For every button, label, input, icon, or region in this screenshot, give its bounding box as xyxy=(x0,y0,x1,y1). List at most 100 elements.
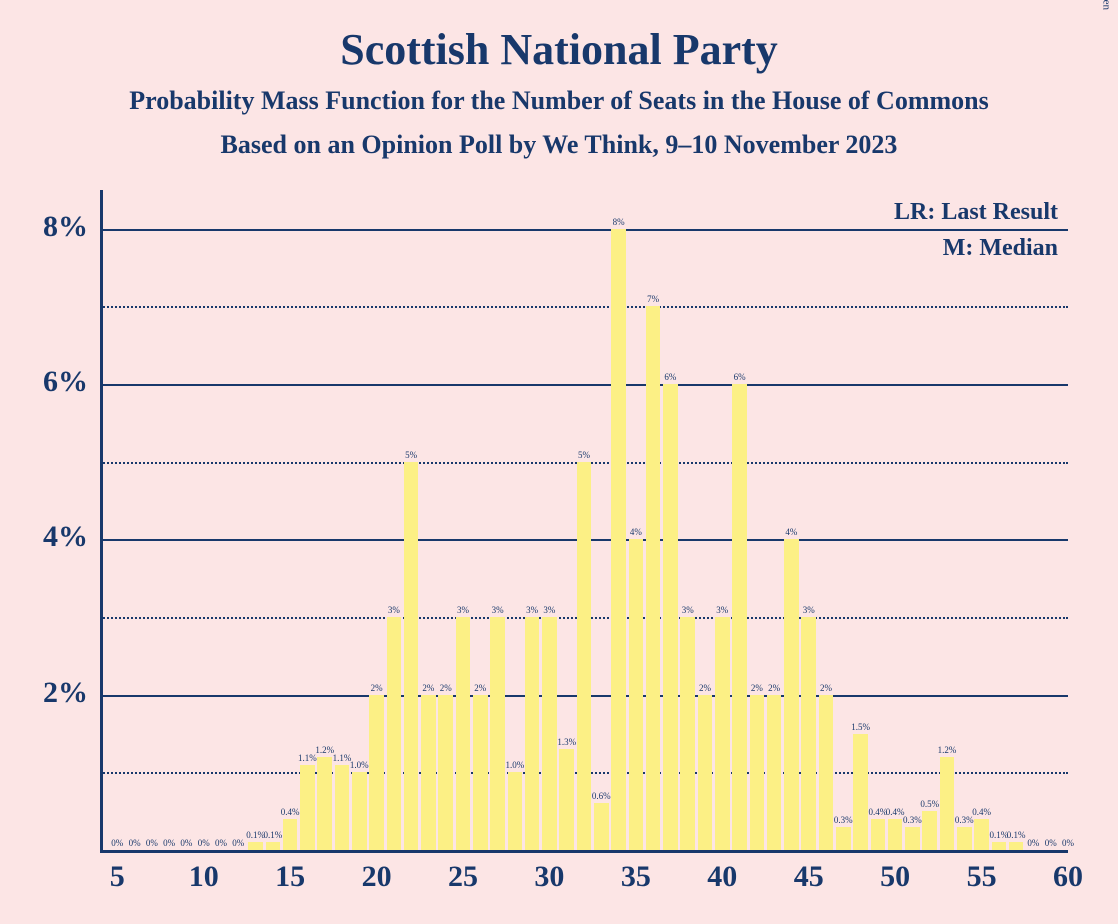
bar xyxy=(542,617,557,850)
legend-last-result: LR: Last Result xyxy=(894,199,1058,226)
x-axis-tick-label: 40 xyxy=(692,860,752,894)
x-axis-line xyxy=(100,850,1068,853)
bar-value-label: 2% xyxy=(820,683,832,693)
bar xyxy=(853,734,868,850)
bar xyxy=(801,617,816,850)
bar xyxy=(922,811,937,850)
y-axis-tick-label: 8% xyxy=(0,210,88,244)
x-axis-tick-label: 30 xyxy=(519,860,579,894)
bar-value-label: 0.4% xyxy=(972,807,991,817)
bar-value-label: 0% xyxy=(215,838,227,848)
gridline-major xyxy=(100,229,1068,231)
chart-subtitle-2: Based on an Opinion Poll by We Think, 9–… xyxy=(0,130,1118,160)
bar-value-label: 0.1% xyxy=(246,830,265,840)
bar-value-label: 3% xyxy=(457,605,469,615)
y-axis-tick-label: 6% xyxy=(0,365,88,399)
bar xyxy=(387,617,402,850)
x-axis-tick-label: 25 xyxy=(433,860,493,894)
bar xyxy=(663,384,678,850)
bar-value-label: 4% xyxy=(785,527,797,537)
bar xyxy=(421,695,436,850)
bar xyxy=(680,617,695,850)
bar xyxy=(352,772,367,850)
bar xyxy=(283,819,298,850)
bar xyxy=(525,617,540,850)
bar-value-label: 2% xyxy=(699,683,711,693)
bar xyxy=(508,772,523,850)
legend-median: M: Median xyxy=(943,235,1058,262)
bar xyxy=(404,462,419,850)
x-axis-tick-label: 45 xyxy=(779,860,839,894)
bar-value-label: 1.2% xyxy=(315,745,334,755)
bar-value-label: 0% xyxy=(111,838,123,848)
bar-value-label: 0% xyxy=(198,838,210,848)
bar-value-label: 0.3% xyxy=(903,815,922,825)
bar xyxy=(611,229,626,850)
copyright-text: © 2023 Filip van Laenen xyxy=(1100,0,1112,10)
bar-value-label: 3% xyxy=(716,605,728,615)
x-axis-tick-label: 5 xyxy=(87,860,147,894)
bar xyxy=(629,539,644,850)
bar xyxy=(335,765,350,850)
chart-container: © 2023 Filip van Laenen Scottish Nationa… xyxy=(0,0,1118,924)
bar xyxy=(559,749,574,850)
bar xyxy=(888,819,903,850)
bar-value-label: 0.5% xyxy=(920,799,939,809)
bar-value-label: 0% xyxy=(232,838,244,848)
bar xyxy=(438,695,453,850)
bar-value-label: 1.0% xyxy=(350,760,369,770)
bar-value-label: 1.0% xyxy=(505,760,524,770)
bar-value-label: 2% xyxy=(440,683,452,693)
bar-value-label: 2% xyxy=(474,683,486,693)
x-axis-tick-label: 35 xyxy=(606,860,666,894)
bar-value-label: 1.2% xyxy=(938,745,957,755)
bar-value-label: 2% xyxy=(751,683,763,693)
bar xyxy=(784,539,799,850)
bar-value-label: 1.3% xyxy=(557,737,576,747)
bar-value-label: 0% xyxy=(146,838,158,848)
x-axis-tick-label: 10 xyxy=(174,860,234,894)
x-axis-tick-label: 15 xyxy=(260,860,320,894)
bar xyxy=(836,827,851,850)
bar-value-label: 0.3% xyxy=(955,815,974,825)
bar-value-label: 8% xyxy=(613,217,625,227)
bar-value-label: 1.5% xyxy=(851,722,870,732)
bar-value-label: 3% xyxy=(803,605,815,615)
x-axis-tick-label: 20 xyxy=(347,860,407,894)
bar xyxy=(473,695,488,850)
bar-value-label: 3% xyxy=(388,605,400,615)
chart-subtitle-1: Probability Mass Function for the Number… xyxy=(0,86,1118,116)
bar xyxy=(1009,842,1024,850)
bar-value-label: 0% xyxy=(163,838,175,848)
bar-value-label: 0.4% xyxy=(886,807,905,817)
bar xyxy=(577,462,592,850)
bar xyxy=(750,695,765,850)
bar-value-label: 2% xyxy=(371,683,383,693)
bar-value-label: 5% xyxy=(578,450,590,460)
bar xyxy=(732,384,747,850)
bar xyxy=(594,803,609,850)
bar xyxy=(715,617,730,850)
bar-value-label: 0.1% xyxy=(263,830,282,840)
bar xyxy=(300,765,315,850)
bar-value-label: 6% xyxy=(734,372,746,382)
bar xyxy=(957,827,972,850)
x-axis-tick-label: 60 xyxy=(1038,860,1098,894)
bar-value-label: 0.1% xyxy=(1007,830,1026,840)
bar-value-label: 0% xyxy=(129,838,141,848)
bar xyxy=(992,842,1007,850)
bar xyxy=(871,819,886,850)
bar-value-label: 6% xyxy=(664,372,676,382)
bar-value-label: 1.1% xyxy=(298,753,317,763)
gridline-minor xyxy=(100,306,1068,308)
bar-value-label: 1.1% xyxy=(333,753,352,763)
bar xyxy=(490,617,505,850)
bar-value-label: 3% xyxy=(682,605,694,615)
bar-value-label: 0% xyxy=(180,838,192,848)
bar-value-label: 2% xyxy=(768,683,780,693)
bar-value-label: 0.1% xyxy=(989,830,1008,840)
bar-value-label: 3% xyxy=(543,605,555,615)
chart-title: Scottish National Party xyxy=(0,24,1118,75)
bar xyxy=(369,695,384,850)
x-axis-tick-label: 55 xyxy=(952,860,1012,894)
